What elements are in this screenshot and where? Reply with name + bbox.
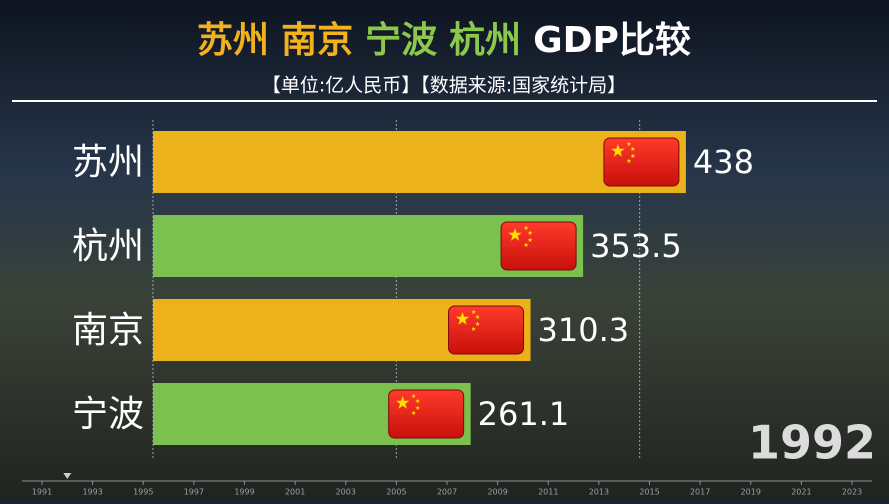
y-tick-label: 苏州: [72, 142, 144, 183]
chart-title: 苏州 南京 宁波 杭州 GDP比较: [197, 19, 691, 61]
flag: [448, 305, 525, 355]
flag-body: [603, 137, 680, 187]
flag-star: [611, 144, 625, 157]
flag-body: [500, 221, 577, 271]
flag-star: [630, 153, 636, 158]
value-label: 310.3: [538, 311, 630, 349]
value-label: 261.1: [478, 395, 570, 433]
y-tick-label: 杭州: [72, 226, 144, 267]
timeline-label: 1997: [184, 488, 204, 497]
timeline-label: 2023: [842, 488, 862, 497]
value-label: 438: [693, 143, 754, 181]
timeline-label: 2013: [589, 488, 609, 497]
flag-star: [527, 237, 533, 242]
timeline-label: 2015: [639, 488, 659, 497]
title-part: 宁波: [365, 20, 437, 61]
timeline-label: 1995: [133, 488, 153, 497]
flag-body: [388, 389, 465, 439]
title-part: GDP比较: [533, 20, 691, 61]
flag-star: [411, 393, 416, 398]
flag-star: [626, 158, 632, 163]
title-part: 南京: [281, 19, 353, 61]
timeline-label: 2021: [791, 488, 811, 497]
year-label: 1992: [748, 416, 876, 470]
flag: [388, 389, 465, 439]
flag-star: [415, 405, 420, 410]
timeline-label: 2009: [487, 488, 507, 497]
flag-star: [523, 225, 529, 230]
timeline-label: 1999: [234, 488, 254, 497]
title-part: 苏州: [197, 20, 269, 61]
timeline-marker: [63, 473, 72, 479]
flag-star: [415, 398, 420, 403]
timeline-label: 2011: [538, 488, 558, 497]
y-tick-label: 南京: [72, 310, 144, 351]
value-label: 353.5: [590, 227, 682, 265]
flag-star: [523, 242, 529, 247]
subtitle: 【单位:亿人民币】【数据来源:国家统计局】: [262, 75, 626, 97]
flag-star: [475, 314, 480, 319]
flag-star: [475, 321, 480, 326]
flag-star: [626, 141, 632, 146]
flag-star: [411, 410, 416, 415]
flag-star: [630, 146, 636, 151]
timeline-label: 2005: [386, 488, 406, 497]
flag-star: [527, 230, 533, 235]
bar: [153, 131, 686, 193]
timeline-label: 2001: [285, 488, 305, 497]
timeline-label: 1993: [82, 488, 102, 497]
timeline-label: 2007: [437, 488, 457, 497]
y-tick-label: 宁波: [72, 394, 144, 435]
flag: [500, 221, 577, 271]
flag-star: [455, 312, 470, 325]
timeline-label: 2003: [336, 488, 356, 497]
flag-star: [471, 309, 476, 314]
timeline-label: 1991: [32, 488, 52, 497]
flag-star: [471, 326, 476, 331]
title-part: 杭州: [449, 19, 521, 61]
timeline-label: 2017: [690, 488, 710, 497]
flag-body: [448, 305, 525, 355]
timeline-label: 2019: [741, 488, 761, 497]
flag-star: [508, 228, 522, 241]
flag-star: [396, 396, 410, 409]
flag: [603, 137, 680, 187]
